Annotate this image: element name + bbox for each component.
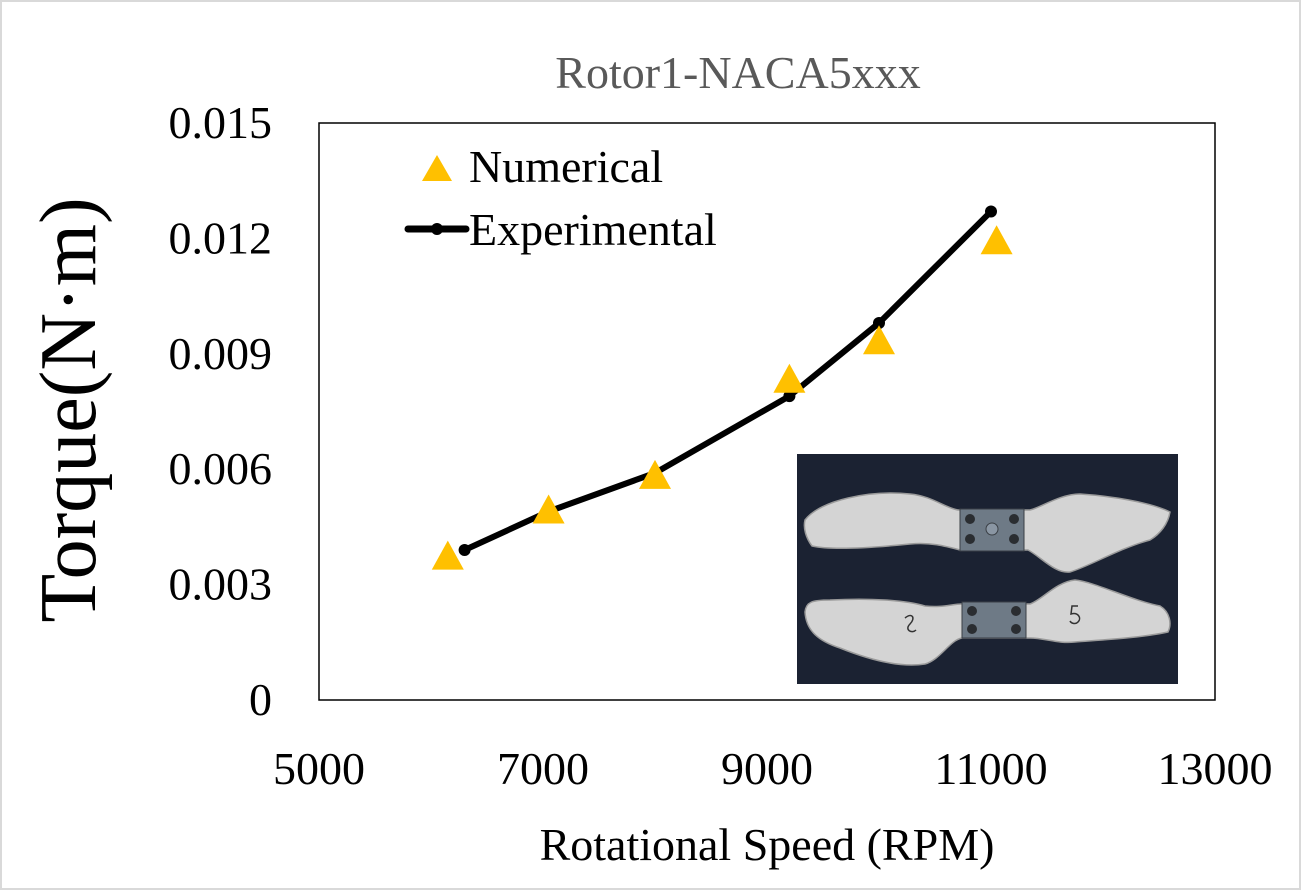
y-tick-label: 0.006	[169, 443, 273, 494]
legend-experimental-label: Experimental	[469, 204, 717, 255]
legend: Numerical Experimental	[404, 141, 717, 255]
x-axis-label: Rotational Speed (RPM)	[540, 819, 995, 870]
numerical-point	[773, 363, 806, 393]
legend-numerical-label: Numerical	[469, 141, 663, 192]
x-tick-label: 5000	[273, 743, 365, 794]
y-tick-label: 0	[249, 674, 272, 725]
legend-numerical-marker	[422, 155, 452, 181]
numerical-point	[431, 540, 464, 570]
numerical-point	[863, 325, 895, 355]
numerical-point	[532, 494, 565, 524]
x-tick-label: 9000	[721, 743, 813, 794]
chart-title: Rotor1-NACA5xxx	[555, 47, 920, 98]
y-tick-label: 0.012	[169, 212, 273, 263]
numerical-series	[431, 225, 1013, 570]
x-tick-label: 13000	[1158, 743, 1273, 794]
x-tick-label: 11000	[934, 743, 1047, 794]
experimental-point	[783, 390, 796, 403]
rotor-blades-photo	[797, 454, 1178, 684]
experimental-point	[458, 543, 471, 556]
y-tick-label: 0.003	[169, 559, 273, 610]
experimental-line	[461, 208, 994, 553]
lower-blade	[804, 579, 1171, 666]
y-tick-labels: 0 0.003 0.006 0.009 0.012 0.015	[169, 97, 273, 725]
x-tick-labels: 5000 7000 9000 11000 13000	[273, 743, 1273, 794]
numerical-point	[980, 225, 1013, 255]
y-axis-label: Torque(N·m)	[25, 197, 113, 622]
numerical-point	[639, 459, 671, 489]
experimental-point	[873, 317, 885, 330]
y-tick-label: 0.009	[169, 328, 273, 379]
upper-blade	[803, 492, 1171, 573]
y-tick-label: 0.015	[169, 97, 273, 148]
x-tick-label: 7000	[497, 743, 589, 794]
experimental-point	[985, 205, 997, 218]
legend-experimental-marker	[431, 223, 443, 235]
